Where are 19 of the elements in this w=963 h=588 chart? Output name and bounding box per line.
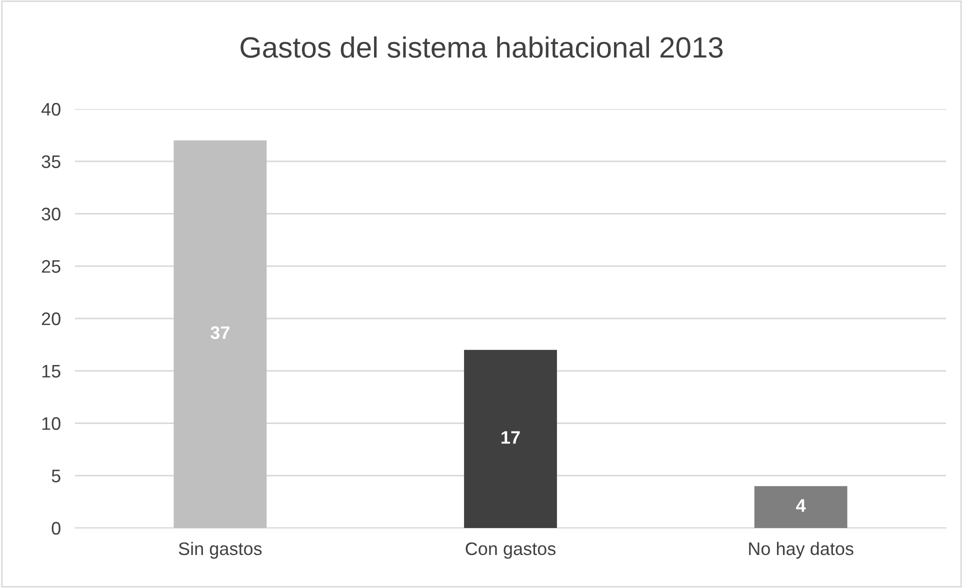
x-tick-label: Sin gastos	[178, 542, 262, 559]
y-tick-label: 0	[52, 522, 60, 535]
x-tick-label: Con gastos	[466, 542, 556, 559]
x-tick-label: No hay datos	[749, 542, 854, 559]
data-label: 17	[502, 431, 520, 444]
y-tick-label: 10	[42, 417, 60, 430]
y-tick-label: 35	[42, 155, 60, 168]
bar	[464, 350, 557, 528]
y-tick-label: 30	[42, 208, 60, 220]
y-tick-label: 5	[52, 470, 60, 482]
y-tick-label: 15	[42, 364, 60, 378]
y-tick-label: 20	[42, 312, 60, 326]
data-label: 4	[796, 499, 806, 512]
data-label: 37	[210, 326, 230, 340]
bar	[174, 140, 267, 528]
chart-title: Gastos del sistema habitacional 2013	[240, 36, 723, 58]
y-tick-label: 40	[41, 102, 60, 116]
y-tick-label: 25	[42, 260, 60, 273]
bar	[754, 486, 848, 528]
